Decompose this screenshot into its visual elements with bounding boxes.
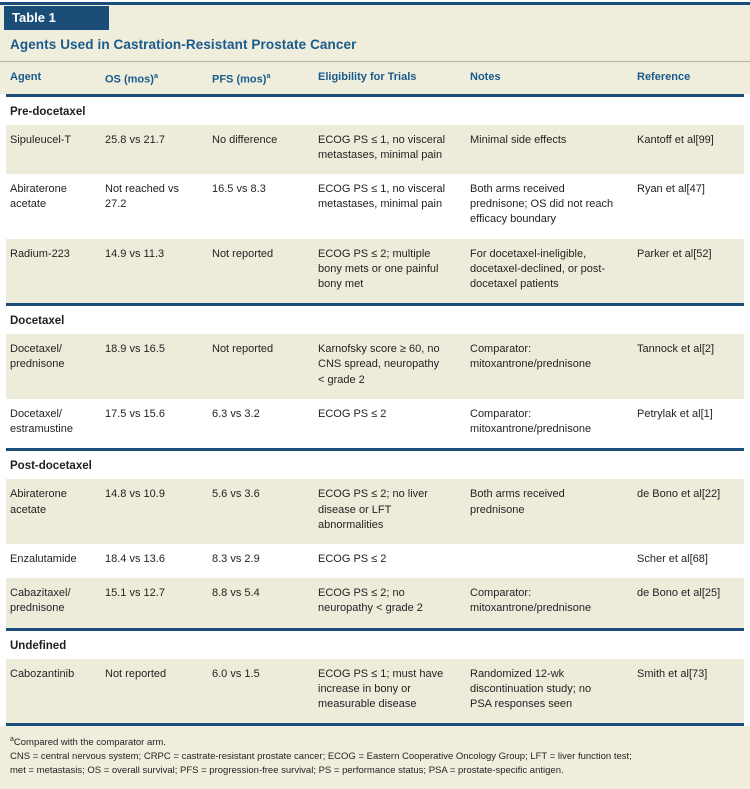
cell-pfs: No difference (212, 133, 278, 146)
footnote-marker-icon: a (266, 71, 271, 80)
cell-eligibility: ECOG PS ≤ 2; multiple bony mets or one p… (318, 247, 439, 291)
section-header-docetaxel: Docetaxel (10, 315, 65, 328)
cell-reference: de Bono et al[25] (637, 587, 721, 600)
cell-eligibility: ECOG PS ≤ 1, no visceral metastases, min… (318, 133, 446, 161)
cell-reference: Kantoff et al[99] (637, 133, 714, 146)
cell-agent: Docetaxel/​prednisone (10, 343, 65, 371)
cell-reference: Parker et al[52] (637, 247, 712, 260)
column-header-eligibility: Eligibility for Trials (318, 71, 417, 83)
cell-agent: Cabozantinib (10, 667, 75, 680)
cell-pfs: 6.0 vs 1.5 (212, 667, 260, 680)
table-row: Cabozantinib Not reported 6.0 vs 1.5 ECO… (6, 658, 744, 724)
column-header-reference: Reference (637, 71, 691, 83)
table-number-text: Table 1 (12, 10, 56, 25)
cell-eligibility: ECOG PS ≤ 2 (318, 552, 387, 565)
top-rule (0, 2, 750, 5)
cell-os: 15.1 vs 12.7 (105, 587, 165, 600)
footnotes: aCompared with the comparator arm. CNS =… (0, 726, 750, 789)
cell-os: 14.9 vs 11.3 (105, 247, 165, 260)
cell-reference: Petrylak et al[1] (637, 407, 713, 420)
cell-eligibility: ECOG PS ≤ 1, no visceral metastases, min… (318, 183, 446, 211)
table-number-label: Table 1 (4, 6, 109, 30)
table-row: Sipuleucel-T 25.8 vs 21.7 No difference … (6, 124, 744, 175)
section-header-post-docetaxel: Post-docetaxel (10, 460, 92, 473)
cell-pfs: 5.6 vs 3.6 (212, 488, 260, 501)
footnote-marker-icon: a (153, 71, 159, 80)
table-title: Agents Used in Castration-Resistant Pros… (10, 37, 357, 52)
cell-notes: Comparator: mitoxantrone/prednisone (470, 343, 592, 371)
cell-eligibility: ECOG PS ≤ 1; must have increase in bony … (318, 667, 444, 710)
cell-reference: Scher et al[68] (637, 552, 708, 565)
cell-notes: For docetaxel-ineligible, docetaxel-decl… (470, 247, 606, 291)
header-rule (6, 93, 744, 97)
section-rule (6, 303, 744, 307)
cell-reference: Tannock et al[2] (637, 343, 715, 356)
cell-agent: Sipuleucel-T (10, 133, 72, 146)
cell-agent: Abiraterone acetate (10, 183, 67, 211)
section-rule (6, 448, 744, 452)
column-header-pfs: PFS (mos)a (212, 71, 271, 86)
cell-pfs: 8.3 vs 2.9 (212, 552, 260, 565)
cell-os: 25.8 vs 21.7 (105, 133, 165, 146)
cell-pfs: Not reported (212, 343, 274, 356)
table-row: Abiraterone acetate Not reached vs 27.2 … (6, 174, 744, 239)
footer-rule (6, 723, 744, 727)
cell-notes (470, 544, 637, 578)
cell-pfs: 16.5 vs 8.3 (212, 183, 266, 196)
cell-eligibility: ECOG PS ≤ 2 (318, 407, 387, 420)
cell-os: Not reached vs 27.2 (105, 183, 179, 211)
title-divider (0, 61, 750, 62)
cell-os: 17.5 vs 15.6 (105, 407, 165, 420)
cell-agent: Docetaxel/​estramustine (10, 407, 73, 436)
table-row: Cabazitaxel/​prednisone 15.1 vs 12.7 8.8… (6, 578, 744, 628)
cell-agent: Abiraterone acetate (10, 488, 67, 516)
footnote-abbreviations-line1: CNS = central nervous system; CRPC = cas… (10, 751, 632, 763)
footnote-abbreviations-line2: met = metastasis; OS = overall survival;… (10, 765, 564, 777)
cell-reference: Ryan et al[47] (637, 183, 705, 196)
table-row: Enzalutamide 18.4 vs 13.6 8.3 vs 2.9 ECO… (6, 544, 744, 578)
cell-reference: de Bono et al[22] (637, 488, 721, 501)
cell-pfs: 8.8 vs 5.4 (212, 587, 260, 600)
cell-notes: Comparator: mitoxantrone/prednisone (470, 407, 592, 436)
cell-pfs: 6.3 vs 3.2 (212, 407, 260, 420)
cell-notes: Minimal side effects (470, 133, 567, 146)
cell-notes: Both arms received prednisone; OS did no… (470, 183, 614, 226)
column-header-notes: Notes (470, 71, 501, 83)
cell-eligibility: ECOG PS ≤ 2; no neuropathy < grade 2 (318, 587, 423, 615)
column-header-os: OS (mos)a (105, 71, 159, 86)
cell-notes: Randomized 12-wk discontinuation study; … (470, 667, 592, 710)
cell-eligibility: Karnofsky score ≥ 60, no CNS spread, neu… (318, 343, 440, 386)
table-row: Radium-223 14.9 vs 11.3 Not reported ECO… (6, 238, 744, 304)
cell-agent: Enzalutamide (10, 552, 77, 565)
table-row: Docetaxel/​prednisone 18.9 vs 16.5 Not r… (6, 334, 744, 399)
cell-eligibility: ECOG PS ≤ 2; no liver disease or LFT abn… (318, 488, 428, 531)
title-area: Agents Used in Castration-Resistant Pros… (0, 5, 750, 61)
footnote-comparator: aCompared with the comparator arm. (10, 736, 166, 749)
footnote-marker-icon: a (10, 736, 14, 744)
cell-os: Not reported (105, 667, 167, 680)
column-header-agent: Agent (10, 71, 42, 83)
section-header-undefined: Undefined (10, 639, 67, 652)
cell-agent: Radium-223 (10, 247, 70, 260)
cell-notes: Comparator: mitoxantrone/prednisone (470, 587, 592, 615)
table-row: Docetaxel/​estramustine 17.5 vs 15.6 6.3… (6, 399, 744, 448)
cell-reference: Smith et al[73] (637, 667, 708, 680)
column-header-row: Agent OS (mos)a PFS (mos)a Eligibility f… (6, 62, 744, 94)
cell-os: 14.8 vs 10.9 (105, 488, 165, 501)
cell-os: 18.4 vs 13.6 (105, 552, 165, 565)
section-rule (6, 627, 744, 631)
cell-agent: Cabazitaxel/​prednisone (10, 587, 71, 615)
table-row: Abiraterone acetate 14.8 vs 10.9 5.6 vs … (6, 479, 744, 544)
cell-os: 18.9 vs 16.5 (105, 343, 165, 356)
cell-notes: Both arms received prednisone (470, 488, 565, 516)
table-header-band: Table 1 Agents Used in Castration-Resist… (0, 5, 750, 94)
section-header-pre-docetaxel: Pre-docetaxel (10, 105, 86, 118)
cell-pfs: Not reported (212, 247, 274, 260)
table-body: Pre-docetaxel Sipuleucel-T 25.8 vs 21.7 … (0, 97, 750, 727)
